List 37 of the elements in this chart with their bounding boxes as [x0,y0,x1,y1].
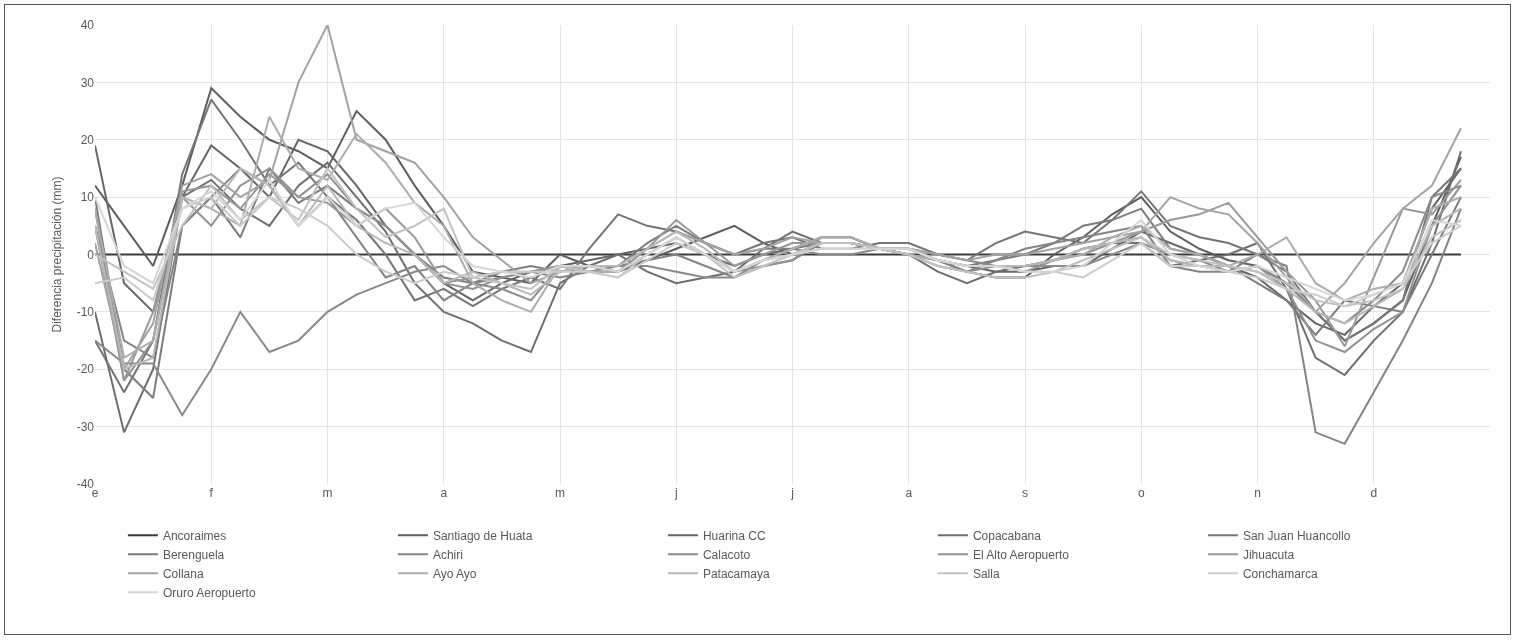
legend-label: Huarina CC [702,528,766,543]
x-tick-label: j [790,486,794,500]
legend-label: Conchamarca [1242,566,1318,581]
x-tick-label: n [1254,486,1261,500]
y-axis-title: Diferencia precipitación (mm) [50,176,64,333]
x-tick-label: s [1022,486,1028,500]
legend-label: Ancoraimes [162,528,227,543]
x-tick-label: o [1137,486,1145,500]
legend-label: Oruro Aeropuerto [162,585,256,600]
legend-label: Copacabana [972,528,1042,543]
legend-label: San Juan Huancollo [1242,528,1351,543]
x-tick-label: j [673,486,678,500]
legend-label: Berenguela [162,547,225,562]
x-tick-label: a [905,486,913,500]
legend-label: Calacoto [702,547,751,562]
legend-label: Santiago de Huata [432,528,533,543]
legend-label: Salla [972,566,1000,581]
x-tick-label: a [440,486,448,500]
legend-label: Jihuacuta [1242,547,1295,562]
legend-label: El Alto Aeropuerto [972,547,1070,562]
x-tick-label: d [1370,486,1378,500]
y-tick-label: -20 [76,362,95,377]
y-tick-label: 0 [87,247,95,262]
y-tick-label: 20 [80,132,95,147]
x-tick-label: m [555,486,565,500]
x-tick-label: m [322,486,333,500]
y-tick-label: -30 [76,419,95,434]
y-tick-label: 30 [80,75,95,90]
x-tick-label: f [209,486,214,500]
legend-label: Ayo Ayo [432,566,477,581]
y-tick-label: 40 [80,18,95,33]
legend-label: Achiri [432,547,463,562]
y-tick-label: -10 [76,305,95,320]
y-tick-label: 10 [80,190,95,205]
x-tick-label: e [91,486,99,500]
legend-label: Collana [162,566,204,581]
legend-label: Patacamaya [702,566,770,581]
